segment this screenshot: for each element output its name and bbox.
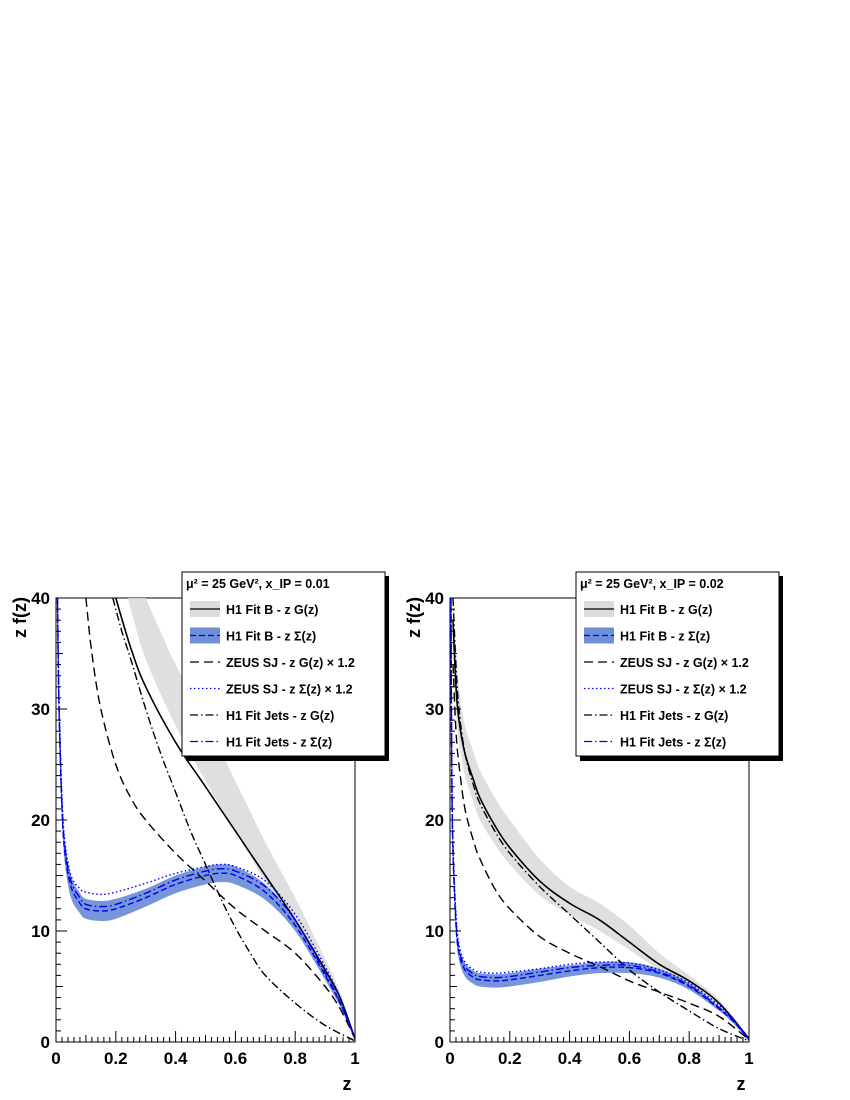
- y-tick-label: 20: [425, 811, 444, 830]
- legend-shadow: [580, 756, 783, 761]
- y-axis-title: z f(z): [10, 597, 30, 638]
- y-axis-title: z f(z): [404, 597, 424, 638]
- legend-entry-label: H1 Fit B - z Σ(z): [226, 630, 316, 644]
- y-tick-label: 10: [425, 922, 444, 941]
- x-tick-label: 0.6: [224, 1049, 248, 1068]
- legend-entry-label: H1 Fit Jets - z G(z): [620, 709, 728, 723]
- y-tick-label: 0: [41, 1033, 50, 1052]
- legend-entry-label: H1 Fit B - z G(z): [226, 603, 318, 617]
- y-tick-label: 30: [425, 700, 444, 719]
- line-series-5: [112, 598, 355, 1042]
- x-tick-label: 0.8: [283, 1049, 307, 1068]
- legend-entry-label: ZEUS SJ - z Σ(z) × 1.2: [620, 683, 747, 697]
- legend-entry-label: H1 Fit B - z Σ(z): [620, 630, 710, 644]
- legend-entry-label: H1 Fit Jets - z Σ(z): [620, 736, 726, 750]
- y-tick-label: 40: [425, 589, 444, 608]
- line-series-1: [115, 598, 355, 1039]
- legend-header: μ² = 25 GeV², x_IP = 0.02: [580, 577, 724, 591]
- x-tick-label: 0.8: [677, 1049, 701, 1068]
- y-tick-label: 30: [31, 700, 50, 719]
- y-tick-label: 10: [31, 922, 50, 941]
- x-tick-label: 0: [51, 1049, 60, 1068]
- x-axis-title: z: [737, 1074, 746, 1094]
- legend-entry-label: H1 Fit Jets - z Σ(z): [226, 736, 332, 750]
- x-axis-title: z: [343, 1074, 352, 1094]
- legend-shadow-side: [779, 576, 783, 761]
- line-series-1: [452, 620, 749, 1040]
- y-tick-label: 20: [31, 811, 50, 830]
- x-tick-label: 0.4: [164, 1049, 188, 1068]
- legend: μ² = 25 GeV², x_IP = 0.02 H1 Fit B - z G(…: [575, 571, 783, 761]
- plot-area: [450, 598, 749, 1042]
- x-tick-label: 0.2: [104, 1049, 128, 1068]
- legend-entry-label: H1 Fit Jets - z G(z): [226, 709, 334, 723]
- line-series-6: [450, 598, 749, 1041]
- x-tick-label: 0.6: [618, 1049, 642, 1068]
- legend-entry-label: ZEUS SJ - z Σ(z) × 1.2: [226, 683, 353, 697]
- line-series-3: [85, 598, 355, 1039]
- legend-shadow: [186, 756, 389, 761]
- x-tick-label: 0.2: [498, 1049, 522, 1068]
- x-tick-label: 0.4: [558, 1049, 582, 1068]
- line-series-6: [56, 598, 355, 1039]
- legend-entry-label: H1 Fit B - z G(z): [620, 603, 712, 617]
- legend-shadow-side: [385, 576, 389, 761]
- legend: μ² = 25 GeV², x_IP = 0.01 H1 Fit B - z G(…: [181, 571, 389, 761]
- legend-header: μ² = 25 GeV², x_IP = 0.01: [186, 577, 330, 591]
- legend-entry-label: ZEUS SJ - z G(z) × 1.2: [620, 656, 749, 670]
- y-tick-label: 0: [435, 1033, 444, 1052]
- legend-entry-label: ZEUS SJ - z G(z) × 1.2: [226, 656, 355, 670]
- line-series-2: [56, 598, 355, 1039]
- line-series-3: [452, 664, 749, 1041]
- x-tick-label: 1: [744, 1049, 753, 1068]
- x-tick-label: 1: [350, 1049, 359, 1068]
- line-series-5: [452, 598, 749, 1042]
- x-tick-label: 0: [445, 1049, 454, 1068]
- y-tick-label: 40: [31, 589, 50, 608]
